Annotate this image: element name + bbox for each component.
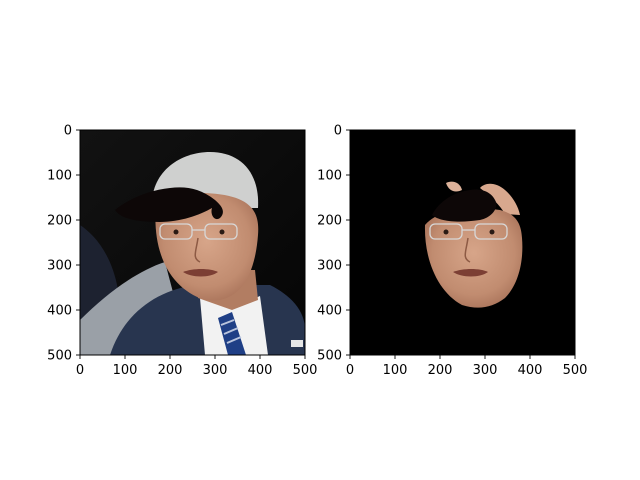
y-tick-label: 100 <box>317 169 342 184</box>
nose <box>464 237 471 263</box>
right-eye <box>219 229 225 235</box>
x-tick-label: 0 <box>76 363 84 378</box>
left-image-panel <box>80 130 305 355</box>
y-tick-label: 200 <box>47 214 72 229</box>
gray-shoulder <box>80 262 175 355</box>
right-axes: 0 100 200 300 400 500 0 100 200 300 400 500 <box>317 124 587 379</box>
x-tick-label: 300 <box>473 363 498 378</box>
y-tick-label: 200 <box>317 214 342 229</box>
mouth <box>183 269 218 277</box>
x-tick-label: 200 <box>428 363 453 378</box>
tie-stripes <box>220 319 242 344</box>
face <box>155 193 259 301</box>
y-tick-label: 500 <box>47 349 72 364</box>
left-axes: 0 100 200 300 400 500 0 100 200 300 400 500 <box>47 124 317 379</box>
right-eye <box>489 229 495 235</box>
x-tick-label: 500 <box>563 363 588 378</box>
eyeglasses <box>429 223 508 240</box>
y-tick-label: 0 <box>64 124 72 139</box>
y-tick-label: 500 <box>317 349 342 364</box>
left-eye <box>173 229 179 235</box>
x-tick-label: 500 <box>293 363 318 378</box>
x-tick-label: 100 <box>113 363 138 378</box>
forehead-fragment-right <box>480 183 520 215</box>
x-tick-label: 100 <box>383 363 408 378</box>
x-tick-label: 300 <box>203 363 228 378</box>
segmented-face <box>424 208 523 308</box>
right-axes-frame <box>349 129 576 356</box>
mouth <box>453 269 488 277</box>
y-tick-label: 300 <box>317 259 342 274</box>
y-tick-label: 100 <box>47 169 72 184</box>
right-image-panel <box>350 130 575 355</box>
x-tick-label: 200 <box>158 363 183 378</box>
pocket-square <box>291 340 303 347</box>
left-eye <box>443 229 449 235</box>
nose <box>194 237 201 263</box>
y-tick-label: 400 <box>317 304 342 319</box>
y-tick-label: 400 <box>47 304 72 319</box>
eyeglasses <box>159 223 238 240</box>
x-tick-label: 0 <box>346 363 354 378</box>
y-tick-label: 300 <box>47 259 72 274</box>
forehead-fragment-left <box>446 181 462 192</box>
left-axes-frame <box>79 129 306 356</box>
mustache-overlay <box>115 187 223 222</box>
mustache-overlay <box>432 189 497 222</box>
y-tick-label: 0 <box>334 124 342 139</box>
x-tick-label: 400 <box>248 363 273 378</box>
x-tick-label: 400 <box>518 363 543 378</box>
